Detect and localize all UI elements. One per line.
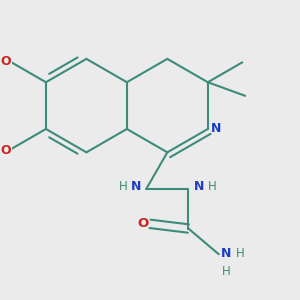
Text: H: H [236,247,244,260]
Text: O: O [0,55,11,68]
Text: N: N [131,180,141,193]
Text: H: H [207,180,216,193]
Text: H: H [118,180,127,193]
Text: O: O [0,143,11,157]
Text: N: N [220,247,231,260]
Text: O: O [137,217,149,230]
Text: H: H [221,266,230,278]
Text: N: N [194,180,204,193]
Text: N: N [211,122,221,136]
